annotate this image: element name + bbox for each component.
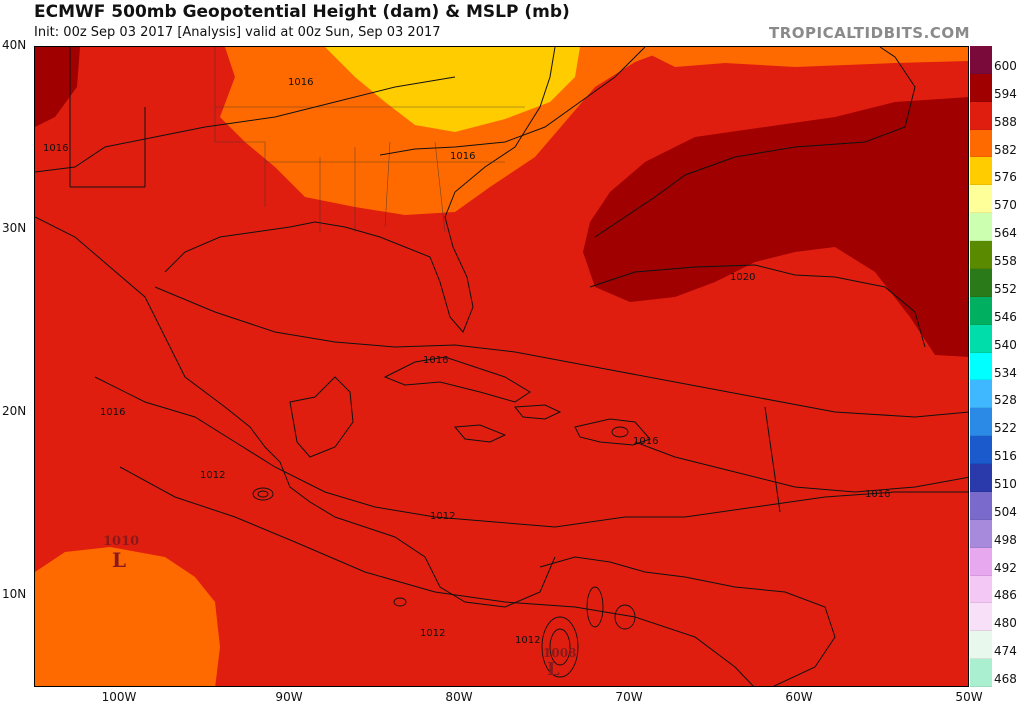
colorbar-tick-label: 504: [994, 504, 1017, 519]
isobar-label: 1016: [43, 143, 68, 154]
colorbar-tick-label: 588: [994, 114, 1017, 129]
lat-label-30n: 30N: [2, 221, 27, 235]
colorbar-tick-label: 582: [994, 142, 1017, 157]
field-594-northwest: [35, 47, 80, 127]
colorbar-swatch: [970, 519, 992, 548]
colorbar-swatch: [970, 547, 992, 576]
colorbar-swatch: [970, 268, 992, 297]
colorbar-tick-label: 498: [994, 532, 1017, 547]
colorbar-tick-label: 528: [994, 393, 1017, 408]
colorbar-tick-label: 516: [994, 449, 1017, 464]
colorbar-swatch: [970, 46, 992, 74]
low-pressure-1008: 1008 L: [543, 646, 576, 680]
field-576: [325, 47, 580, 132]
map-canvas: 1016 1016 1016 1016 1016 1016 1020 1012 …: [35, 47, 968, 686]
isobar-label: 1016: [865, 489, 890, 500]
field-582-southwest: [35, 547, 220, 686]
low-value: 1010: [103, 534, 139, 549]
colorbar-swatch: [970, 352, 992, 381]
colorbar-tick-label: 540: [994, 337, 1017, 352]
colorbar-swatch: [970, 73, 992, 102]
colorbar-tick-label: 486: [994, 588, 1017, 603]
colorbar-tick-label: 594: [994, 86, 1017, 101]
colorbar-swatch: [970, 296, 992, 325]
colorbar-swatch: [970, 101, 992, 130]
low-letter: L: [112, 548, 126, 572]
isobar-label: 1016: [288, 77, 313, 88]
colorbar-tick-label: 522: [994, 421, 1017, 436]
isobar-label: 1012: [420, 628, 445, 639]
colorbar-swatch: [970, 213, 992, 242]
isobars: [35, 47, 968, 686]
colorbar-tick-label: 468: [994, 672, 1017, 687]
coastlines: [35, 47, 836, 686]
colorbar-tick-label: 600: [994, 58, 1017, 73]
colorbar-tick-label: 534: [994, 365, 1017, 380]
isobar-label: 1016: [450, 151, 475, 162]
isobar-labels: 1016 1016 1016 1016 1016 1016 1020 1012 …: [43, 77, 890, 646]
low-value: 1008: [543, 646, 576, 660]
colorbar-swatch: [970, 575, 992, 604]
low-letter: L: [547, 659, 560, 680]
chart-subtitle: Init: 00z Sep 03 2017 [Analysis] valid a…: [34, 25, 441, 40]
lon-label-50w: 50W: [955, 690, 983, 704]
isobar-label: 1016: [423, 355, 448, 366]
colorbar-swatch: [970, 464, 992, 492]
colorbar-swatch: [970, 129, 992, 158]
terrain-contours: [252, 426, 636, 678]
lon-label-100w: 100W: [101, 690, 137, 704]
chart-title: ECMWF 500mb Geopotential Height (dam) & …: [34, 2, 570, 22]
colorbar-swatch: [970, 157, 992, 186]
colorbar-tick-label: 576: [994, 170, 1017, 185]
colorbar-swatch: [970, 241, 992, 269]
lon-label-90w: 90W: [275, 690, 303, 704]
lat-label-10n: 10N: [2, 587, 27, 601]
colorbar: [970, 46, 992, 687]
isobar-label: 1012: [200, 470, 225, 481]
state-borders: [214, 47, 525, 233]
brand-watermark[interactable]: TROPICALTIDBITS.COM: [769, 24, 970, 42]
colorbar-swatch: [970, 380, 992, 409]
colorbar-swatch: [970, 408, 992, 437]
isobar-label: 1020: [730, 272, 755, 283]
isobar-label: 1012: [515, 635, 540, 646]
colorbar-tick-label: 510: [994, 476, 1017, 491]
field-582-northeast: [635, 47, 968, 67]
colorbar-tick-label: 480: [994, 616, 1017, 631]
isobar-label: 1016: [100, 407, 125, 418]
lat-label-40n: 40N: [2, 38, 27, 52]
colorbar-tick-label: 564: [994, 226, 1017, 241]
colorbar-tick-label: 570: [994, 198, 1017, 213]
lat-label-20n: 20N: [2, 404, 27, 418]
isobar-label: 1016: [633, 436, 658, 447]
colorbar-swatch: [970, 185, 992, 214]
field-594-atlantic: [583, 97, 968, 357]
low-pressure-1010: 1010 L: [103, 534, 139, 572]
colorbar-swatch: [970, 491, 992, 520]
lon-label-70w: 70W: [615, 690, 643, 704]
colorbar-swatch: [970, 324, 992, 353]
colorbar-tick-label: 492: [994, 560, 1017, 575]
colorbar-swatch: [970, 603, 992, 632]
colorbar-tick-label: 546: [994, 309, 1017, 324]
weather-map[interactable]: 1016 1016 1016 1016 1016 1016 1020 1012 …: [34, 46, 969, 687]
colorbar-swatch: [970, 659, 992, 687]
colorbar-tick-label: 558: [994, 254, 1017, 269]
lon-label-60w: 60W: [785, 690, 813, 704]
colorbar-swatch: [970, 436, 992, 465]
lon-label-80w: 80W: [445, 690, 473, 704]
colorbar-tick-label: 552: [994, 281, 1017, 296]
colorbar-swatch: [970, 631, 992, 660]
colorbar-tick-label: 474: [994, 644, 1017, 659]
isobar-label: 1012: [430, 511, 455, 522]
